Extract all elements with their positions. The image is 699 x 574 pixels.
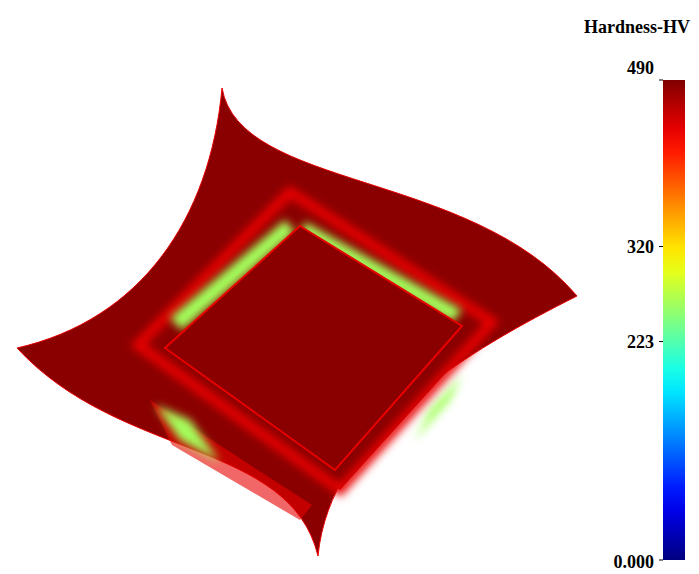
colorbar-tick xyxy=(659,80,663,81)
top-face xyxy=(165,226,462,470)
part xyxy=(17,88,577,556)
colorbar-tick-label: 320 xyxy=(627,237,654,257)
colorbar-title: Hardness-HV xyxy=(584,17,690,37)
figure: Hardness-HV 490 320 223 0.000 xyxy=(0,0,699,574)
colorbar xyxy=(663,80,685,560)
wall-band xyxy=(155,405,220,462)
colorbar-tick xyxy=(659,560,663,561)
colorbar-tick-label: 0.000 xyxy=(614,552,655,572)
flange xyxy=(17,88,577,556)
colorbar-tick-label: 490 xyxy=(627,58,654,78)
wall-edge xyxy=(138,192,492,490)
colorbar-tick-label: 223 xyxy=(627,332,654,352)
wall xyxy=(138,192,492,490)
colorbar-tick xyxy=(659,246,663,247)
colorbar-tick xyxy=(659,341,663,342)
